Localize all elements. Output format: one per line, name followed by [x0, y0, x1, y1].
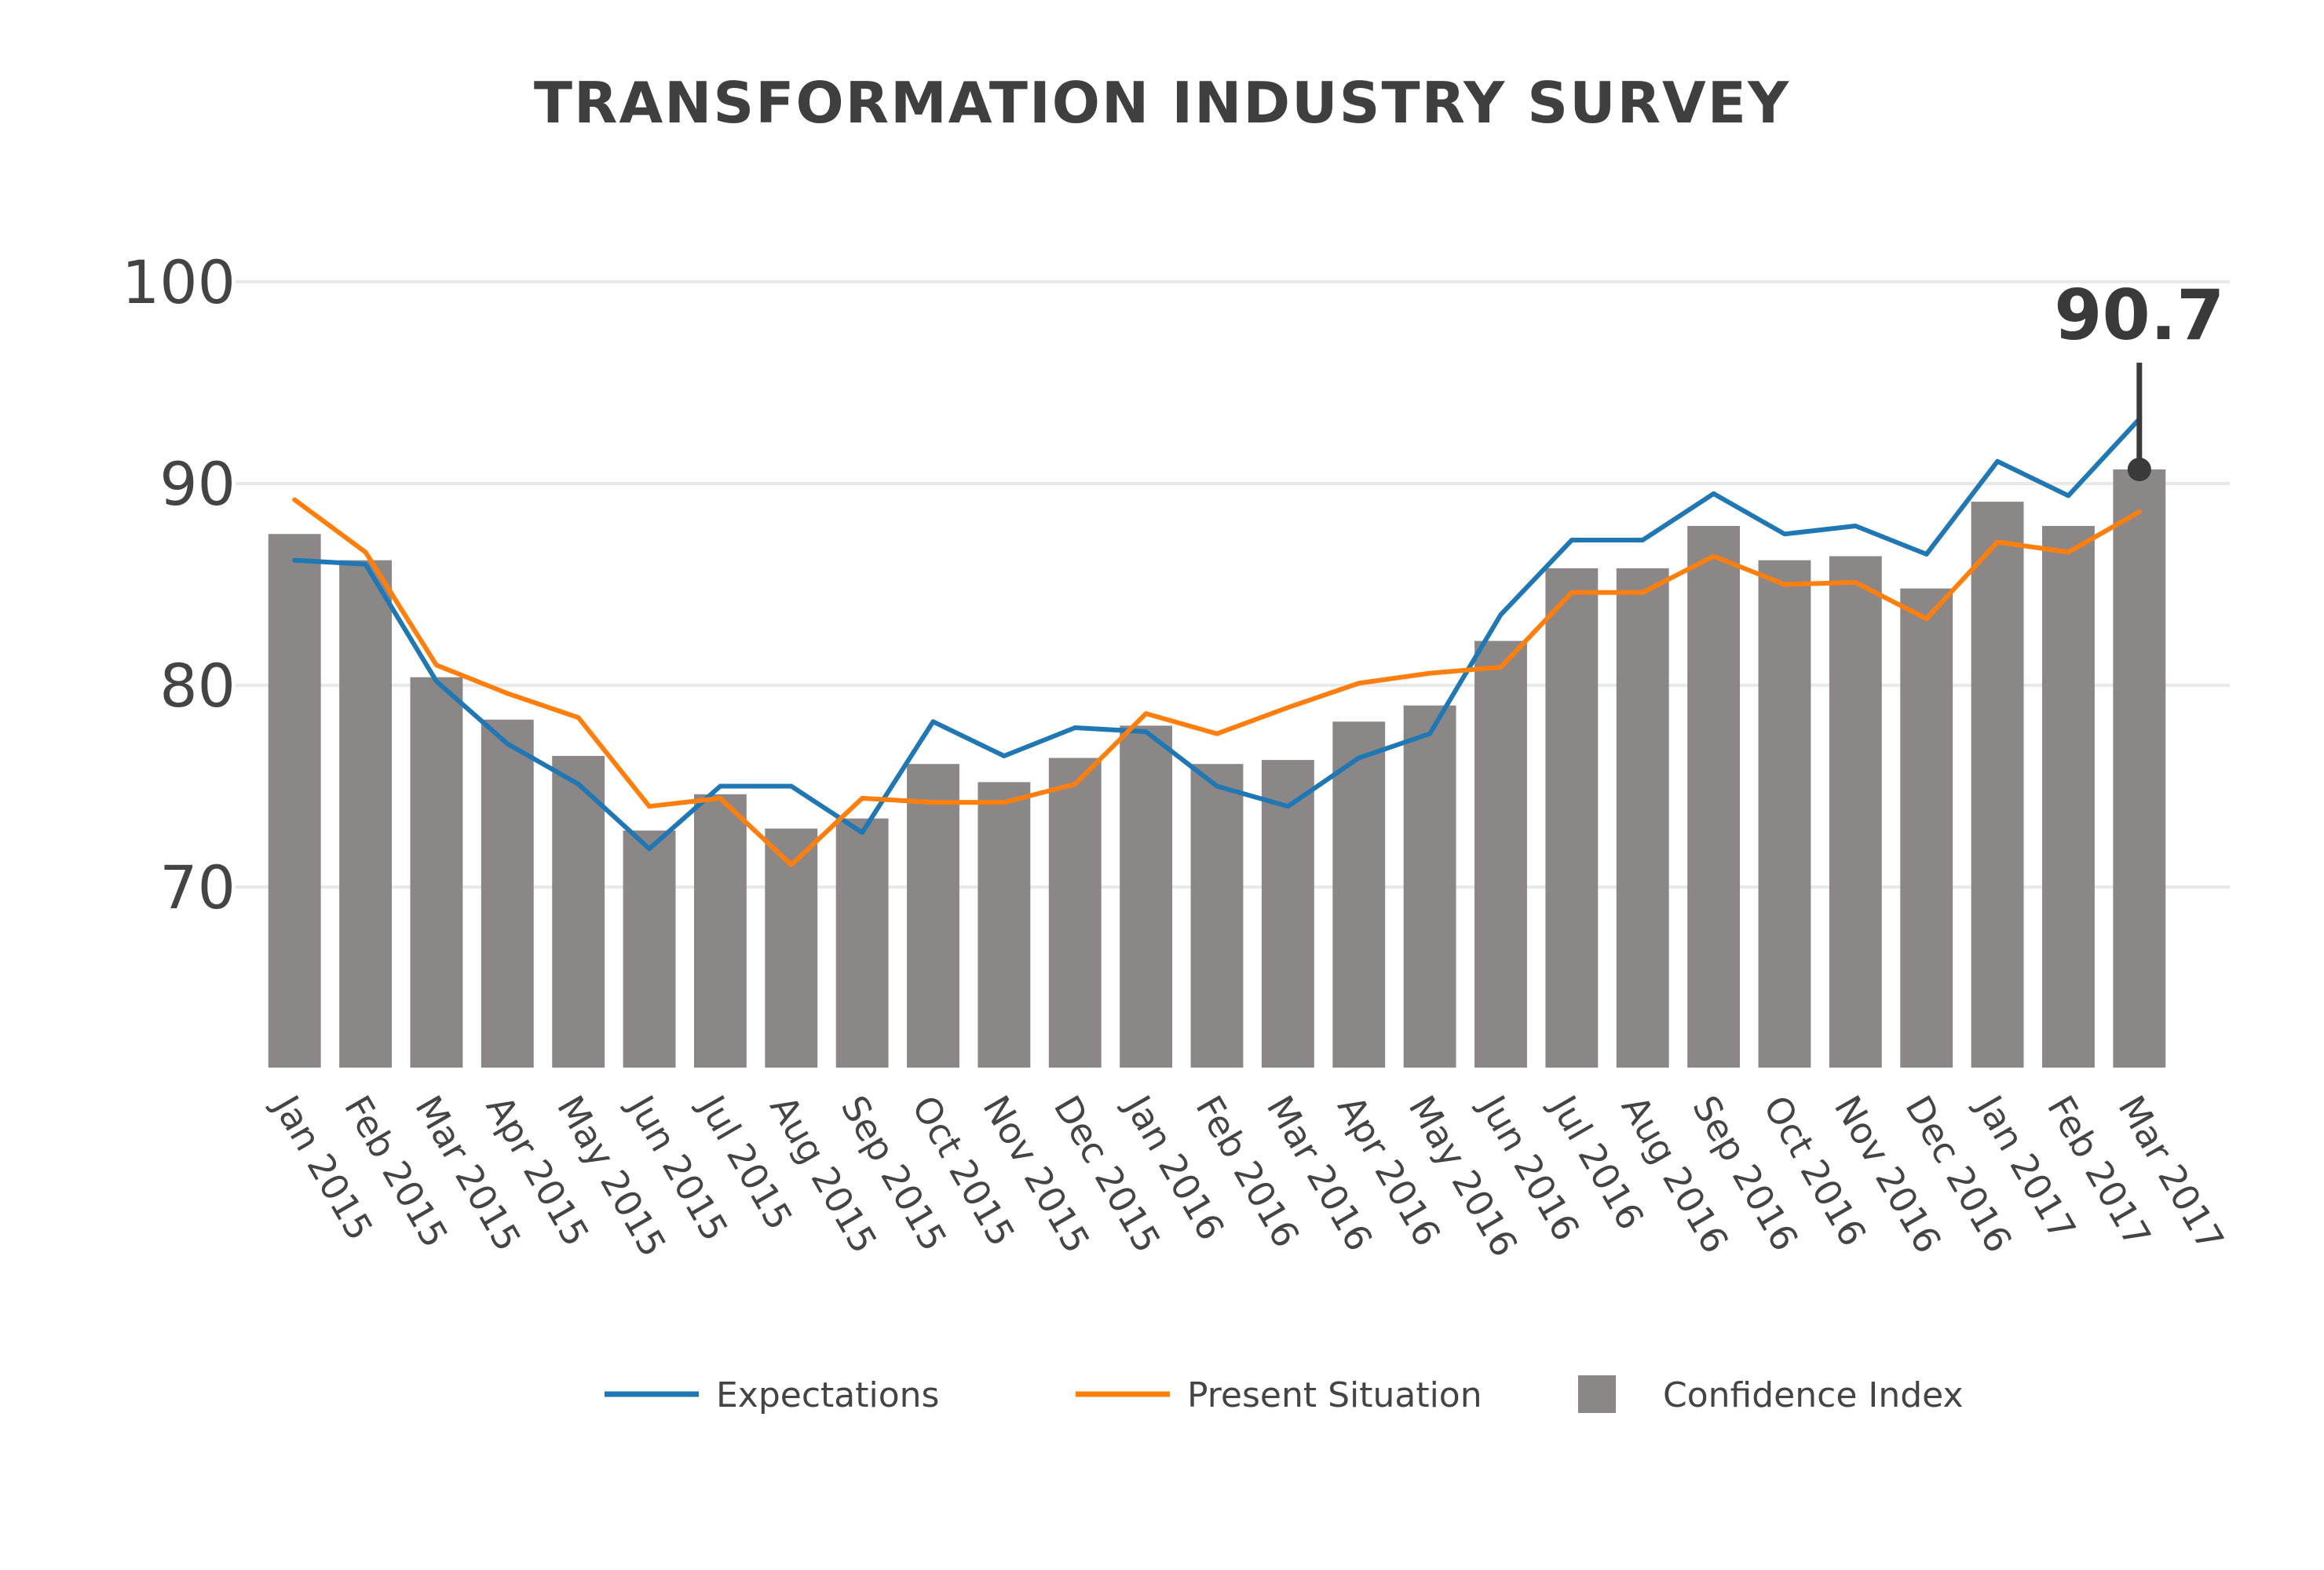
- bar: [835, 818, 889, 1068]
- bar: [1190, 764, 1244, 1068]
- bar: [1758, 560, 1811, 1068]
- y-tick-label: 70: [159, 853, 236, 922]
- annotation: 90.7: [2054, 275, 2224, 482]
- legend-label-expectations: Expectations: [716, 1375, 939, 1415]
- bar: [1261, 760, 1314, 1068]
- y-tick-label: 80: [159, 651, 236, 721]
- y-tick-label: 100: [122, 247, 236, 317]
- bar: [1403, 705, 1456, 1068]
- bar: [481, 719, 534, 1068]
- bar: [2042, 525, 2095, 1068]
- bar: [410, 677, 463, 1068]
- bar: [268, 534, 321, 1068]
- annotation-label: 90.7: [2054, 275, 2224, 356]
- bar: [1616, 568, 1669, 1068]
- legend-label-confidence-index: Confidence Index: [1663, 1375, 1964, 1415]
- y-axis-ticks: 70 80 90 100: [122, 247, 236, 922]
- series-line-present-situation: [292, 497, 2142, 867]
- bar: [1545, 568, 1599, 1068]
- bar: [765, 828, 818, 1068]
- bar: [1120, 725, 1173, 1068]
- chart-title: TRANSFORMATION INDUSTRY SURVEY: [534, 70, 1790, 136]
- line-series: [292, 416, 2142, 867]
- bar: [1474, 641, 1527, 1068]
- legend-label-present-situation: Present Situation: [1187, 1375, 1482, 1415]
- bar: [1332, 721, 1386, 1068]
- bar: [339, 560, 392, 1068]
- bar: [907, 764, 959, 1068]
- series-line-expectations: [292, 416, 2142, 852]
- bar: [2113, 469, 2166, 1068]
- bar: [1048, 758, 1102, 1068]
- legend-swatch-confidence-index: [1578, 1375, 1616, 1413]
- bar: [1687, 525, 1741, 1068]
- bar: [623, 831, 676, 1068]
- bar: [1900, 588, 1953, 1068]
- bar: [1971, 502, 2024, 1068]
- bar: [693, 794, 747, 1068]
- legend: Expectations Present Situation Confidence …: [605, 1375, 1964, 1415]
- annotation-marker: [2127, 458, 2151, 482]
- bar: [977, 782, 1031, 1068]
- y-tick-label: 90: [159, 449, 236, 519]
- bar: [1829, 556, 1882, 1068]
- bar: [552, 755, 605, 1068]
- bar-series: [268, 469, 2166, 1068]
